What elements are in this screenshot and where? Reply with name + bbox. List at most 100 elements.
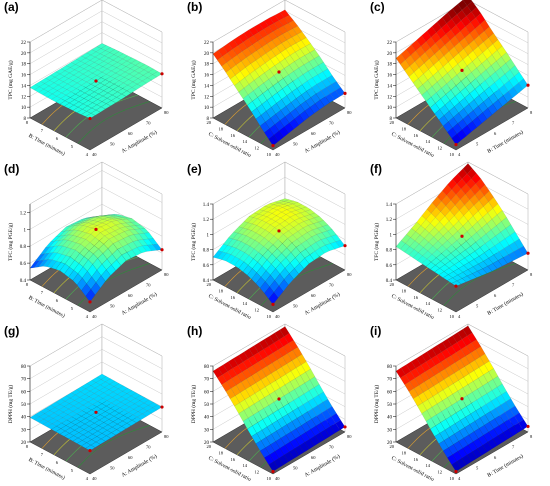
design-point [94,410,98,414]
x-tick-label: 80 [347,434,352,439]
x-tick-label: 40 [275,314,280,319]
y-tick-label: 14 [426,463,431,468]
surface-cell [268,292,279,305]
x-tick-label: 40 [275,476,280,481]
x-tick-label: 40 [275,152,280,157]
surface-plot: 0.4 0.6 0.8 1 1.2 1.4 TFC (mg PGE/g) 40 50 60 70 80… [190,161,352,321]
y-tick-label: 14 [426,139,431,144]
x-axis-label: B: Time (minutes) [486,453,525,479]
x-tick-label: 7 [512,121,515,126]
z-axis-label: DPPH (mg TE/g) [190,385,197,424]
surface-cell [451,461,462,472]
y-tick-label: 7 [41,452,44,457]
x-tick-label: 60 [128,131,133,136]
x-tick-label: 6 [494,131,497,136]
surface-plot: 8 10 12 14 16 18 20 22 TPC (mg GAE/g) 40 50 60 70 80 A… [190,0,352,159]
x-axis-label: A: Amplitude (%) [120,453,158,479]
design-point [526,251,530,255]
z-tick-label: 1.4 [203,203,210,208]
y-tick-label: 20 [390,444,395,449]
panel-label: (g) [4,324,20,338]
z-tick-label: 20 [387,52,393,57]
surface-plot: 20 30 40 50 60 70 80 DPPH (mg TE/g) 40 50 60 70 80 A:… [7,323,169,481]
design-point [271,302,275,306]
wall-gridline [29,0,163,43]
x-tick-label: 4 [458,476,461,481]
x-tick-label: 50 [293,466,298,471]
z-tick-label: 14 [204,84,210,89]
y-tick-label: 12 [255,308,260,313]
y-tick-label: 20 [207,282,212,287]
wall-gridline [29,32,163,75]
x-tick-label: 50 [110,304,115,309]
y-tick-label: 12 [255,470,260,475]
wall-gridline [29,336,163,379]
z-tick-label: 1 [207,233,210,238]
z-tick-label: 18 [204,63,210,68]
z-axis-label: TFC (mg PGE/g) [190,223,197,261]
surface-cell [85,113,96,119]
wall-gridline [395,0,529,43]
z-tick-label: 22 [387,41,393,46]
x-tick-label: 5 [476,466,479,471]
surface-plot: 20 30 40 50 60 70 80 DPPH (mg TE/g) 4 5 6 7 8 B: Time… [373,323,533,483]
x-axis-label: B: Time (minutes) [486,291,525,317]
surface-panel: (g) 20 30 40 50 60 70 80 DPPH (mg TE/g) 40 50 60 70 8… [0,323,183,486]
design-point [460,397,464,401]
surface-cell [268,461,279,472]
z-tick-label: 0.8 [386,249,393,254]
x-axis-label: A: Amplitude (%) [303,453,341,479]
x-tick-label: 5 [476,304,479,309]
z-tick-label: 0.4 [203,279,210,284]
z-tick-label: 18 [387,63,393,68]
y-tick-label: 16 [231,457,236,462]
y-tick-label: 6 [56,136,59,141]
surface-panel: (f) 0.4 0.6 0.8 1 1.2 1.4 TFC (mg PGE/g) 4 5 6 7 8 B:… [366,161,549,324]
z-tick-label: 10 [21,106,27,111]
floor-contour-line [77,425,150,468]
z-tick-label: 20 [21,441,27,446]
y-tick-label: 20 [390,120,395,125]
x-tick-label: 60 [311,455,316,460]
x-tick-label: 70 [329,283,334,288]
z-tick-label: 16 [21,74,27,79]
wall-gridline [29,10,163,54]
z-tick-label: 0.4 [386,279,393,284]
y-tick-label: 10 [267,314,272,319]
z-tick-label: 0.8 [203,249,210,254]
z-tick-label: 20 [21,52,27,57]
y-tick-label: 14 [243,463,248,468]
z-tick-label: 0.8 [20,245,27,250]
design-point [454,469,458,474]
design-point [343,425,347,429]
x-tick-label: 80 [347,110,352,115]
x-axis-label: A: Amplitude (%) [120,129,158,155]
x-tick-label: 50 [110,466,115,471]
y-tick-label: 8 [26,444,29,449]
y-tick-label: 8 [26,120,29,125]
y-tick-label: 4 [86,476,89,481]
z-tick-label: 0.4 [20,279,27,284]
x-tick-label: 40 [92,314,97,319]
z-axis-label: TPC (mg GAE/g) [7,60,14,99]
z-tick-label: 60 [204,390,210,395]
z-tick-label: 70 [21,378,27,383]
x-tick-label: 60 [128,455,133,460]
x-axis-label: A: Amplitude (%) [120,291,158,317]
x-tick-label: 5 [476,142,479,147]
surface-panel: (i) 20 30 40 50 60 70 80 DPPH (mg TE/g) 4 5 6 7 8 B: T… [366,323,549,486]
design-point [94,227,98,231]
surface-cell [85,445,96,451]
z-axis-label: DPPH (mg TE/g) [7,385,14,424]
surface-plot: 20 30 40 50 60 70 80 DPPH (mg TE/g) 40 50 60 70 80 A:… [190,323,352,483]
panel-label: (i) [370,324,382,338]
y-tick-label: 20 [207,444,212,449]
y-axis-label: B: Time (minutes) [27,456,66,481]
panel-label: (c) [370,0,385,14]
y-tick-label: 10 [450,314,455,319]
z-tick-label: 50 [387,403,393,408]
z-tick-label: 70 [204,378,210,383]
floor-contour-line [443,263,516,306]
panel-label: (a) [4,0,19,14]
y-tick-label: 6 [56,298,59,303]
